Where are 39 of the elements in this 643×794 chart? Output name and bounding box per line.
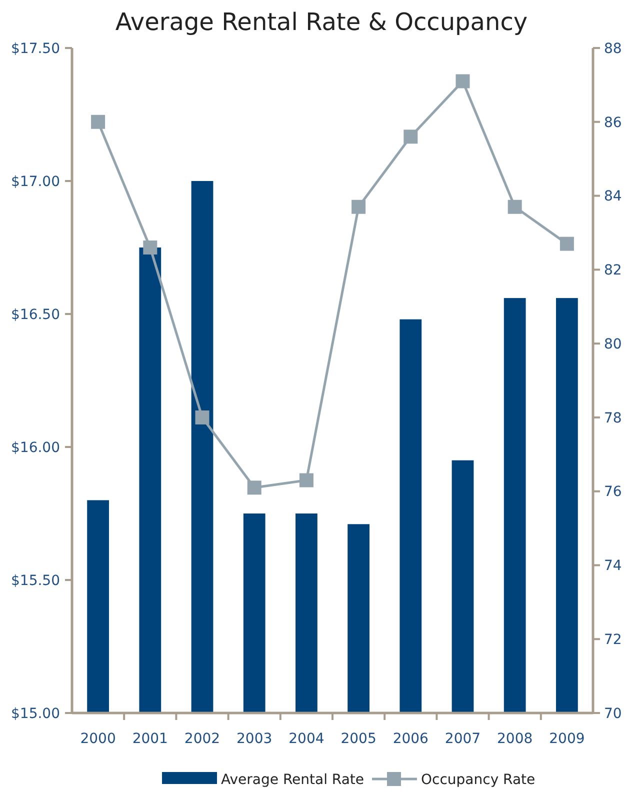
y-tick-label: $15.00 (11, 706, 60, 722)
x-tick-label: 2009 (549, 731, 585, 747)
x-tick-label: 2000 (80, 731, 116, 747)
x-tick-label: 2005 (340, 731, 376, 747)
y2-tick-label: 78 (604, 410, 622, 426)
y2-tick-label: 70 (604, 706, 622, 722)
x-tick-label: 2002 (184, 731, 220, 747)
y-tick-label: $16.50 (11, 306, 60, 323)
x-tick-label: 2007 (444, 731, 481, 747)
y-tick-label: $16.00 (11, 440, 60, 456)
point (404, 130, 418, 144)
x-tick-label: 2004 (288, 731, 324, 747)
y2-tick-label: 76 (604, 484, 622, 500)
y2-tick-label: 74 (604, 558, 622, 574)
point (508, 200, 522, 214)
point (352, 200, 366, 214)
point (91, 114, 106, 129)
y2-tick-label: 82 (604, 262, 622, 279)
x-tick-label: 2001 (132, 731, 168, 747)
point (560, 236, 574, 251)
chart-title: Average Rental Rate & Occupancy (115, 8, 528, 36)
point (195, 410, 210, 424)
point (247, 480, 262, 495)
y2-tick-label: 72 (604, 632, 622, 648)
y-tick-label: $15.50 (11, 572, 60, 589)
y-tick-label: $17.00 (11, 174, 60, 190)
point (299, 473, 314, 488)
x-tick-label: 2008 (497, 731, 533, 747)
y2-tick-label: 80 (604, 336, 622, 352)
point (456, 74, 470, 88)
y-tick-label: $17.50 (11, 40, 60, 57)
x-tick-label: 2006 (392, 731, 429, 747)
x-tick-label: 2003 (236, 731, 272, 747)
y2-tick-label: 86 (604, 114, 622, 131)
y2-tick-label: 88 (604, 40, 622, 57)
legend-label: Average Rental Rate (221, 772, 364, 788)
y2-tick-label: 84 (604, 188, 622, 205)
point (143, 240, 158, 254)
legend-label: Occupancy Rate (421, 772, 536, 788)
